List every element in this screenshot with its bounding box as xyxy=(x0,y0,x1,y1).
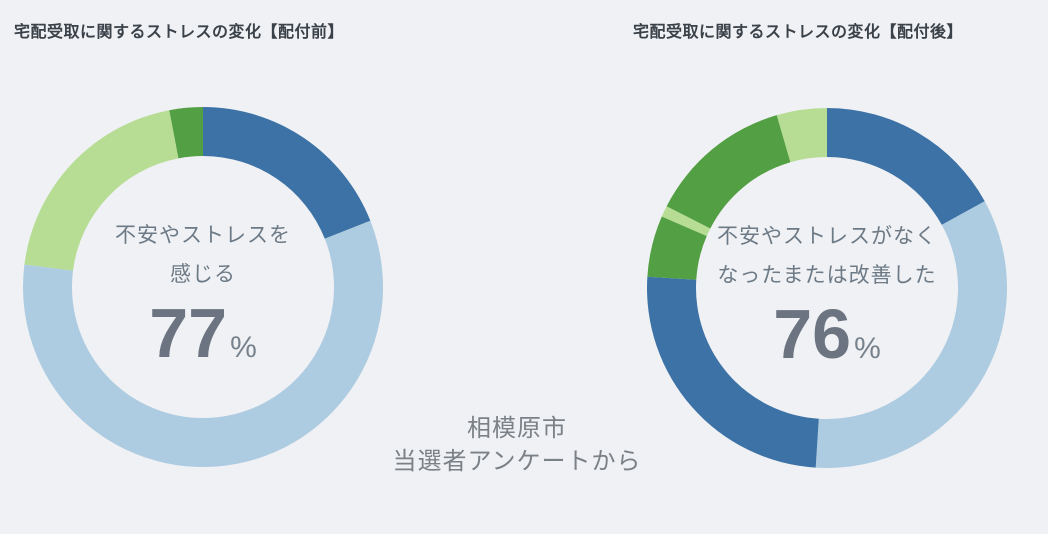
donut-segment-dark-green-2 xyxy=(666,115,791,229)
donut-after-svg xyxy=(647,108,1007,468)
donut-segment-light-green-sliver xyxy=(661,206,711,236)
donut-segment-dark-green xyxy=(169,107,203,159)
chart-before-title: 宅配受取に関するストレスの変化【配付前】 xyxy=(14,24,345,41)
donut-segment-light-green xyxy=(776,108,827,163)
donut-before-svg xyxy=(23,107,383,467)
donut-segment-light-blue xyxy=(815,201,1007,468)
donut-chart-after: 不安やストレスがなく なったまたは改善した 76 % xyxy=(647,108,1007,468)
donut-segment-dark-blue xyxy=(827,108,985,225)
source-note-line1: 相模原市 xyxy=(467,415,567,442)
source-note: 相模原市 当選者アンケートから xyxy=(392,412,642,478)
source-note-line2: 当選者アンケートから xyxy=(392,448,642,475)
donut-segment-dark-blue xyxy=(203,107,371,239)
chart-after-title: 宅配受取に関するストレスの変化【配付後】 xyxy=(633,24,964,41)
donut-segment-dark-green xyxy=(647,216,707,280)
donut-segment-dark-blue-2 xyxy=(647,276,819,468)
donut-segment-light-blue xyxy=(23,220,383,467)
donut-chart-before: 不安やストレスを 感じる 77 % xyxy=(23,107,383,467)
donut-segment-light-green xyxy=(24,110,179,271)
